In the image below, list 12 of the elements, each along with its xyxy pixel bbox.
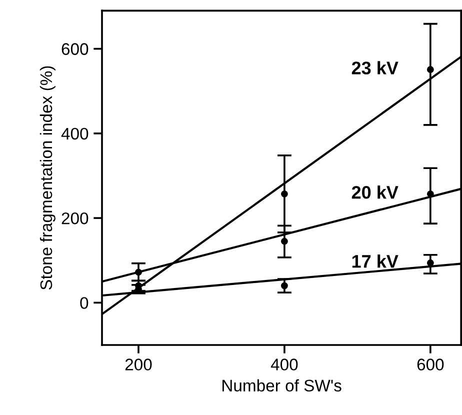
x-axis-title: Number of SW's (222, 379, 342, 392)
x-tick-label: 600 (417, 358, 444, 370)
x-tick-label: 400 (270, 358, 298, 370)
series-label: 23 kV (352, 61, 398, 74)
series-label: 20 kV (352, 186, 398, 199)
y-axis-title: Stone fragmentation index (%) (40, 66, 56, 290)
y-tick-label: 400 (61, 128, 88, 140)
x-tick-label: 200 (125, 358, 152, 370)
series-label: 17 kV (352, 254, 398, 268)
y-tick-label: 0 (80, 297, 88, 309)
y-tick-label: 200 (62, 212, 88, 224)
y-tick-label: 600 (62, 43, 88, 55)
